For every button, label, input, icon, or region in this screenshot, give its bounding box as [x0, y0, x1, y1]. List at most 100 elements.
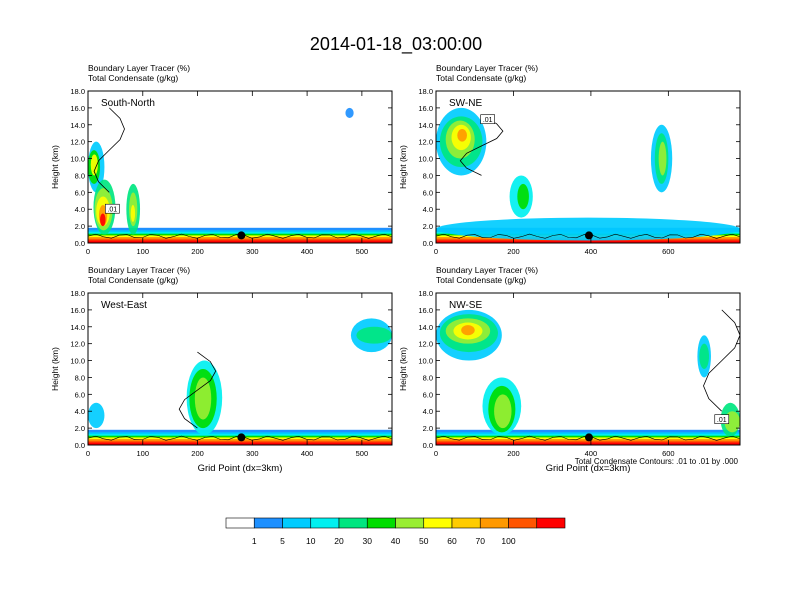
x-tick-label: 0: [86, 247, 90, 256]
colorbar-swatch: [366, 517, 396, 529]
y-tick-label: 6.0: [423, 390, 433, 399]
panel-label-condensate: Total Condensate (g/kg): [436, 73, 526, 83]
tracer-blob-11: [436, 217, 740, 241]
tracer-blob-1: [88, 402, 105, 429]
panel-direction-label: South-North: [101, 98, 155, 109]
x-axis-label: Grid Point (dx=3km): [546, 463, 631, 474]
tracer-blob-5: [461, 325, 475, 336]
tracer-blob-5: [457, 129, 467, 142]
tracer-blob-4: [194, 377, 212, 420]
plot-frame: [435, 292, 741, 446]
y-axis-label: Height (km): [398, 145, 408, 189]
y-axis-label: Height (km): [50, 145, 60, 189]
plot-area: [88, 293, 392, 445]
y-tick-label: 2.0: [75, 424, 85, 433]
y-tick-label: 12.0: [70, 340, 85, 349]
y-tick-label: 12.0: [418, 138, 433, 147]
x-tick-label: 0: [434, 449, 438, 458]
panels: .01 0.0 2.0 4.0 6.0 8.0 10.0 12.0 14.0 16.0 18.0 0 1…: [50, 63, 741, 474]
x-tick-label: 100: [137, 449, 150, 458]
y-tick-label: 0.0: [75, 441, 85, 450]
panel-label-condensate: Total Condensate (g/kg): [88, 73, 178, 83]
figure-title: 2014-01-18_03:00:00: [310, 34, 482, 55]
colorbar-swatch: [338, 517, 368, 529]
y-tick-label: 6.0: [423, 188, 433, 197]
y-tick-label: 16.0: [70, 306, 85, 315]
y-tick-label: 16.0: [70, 104, 85, 113]
panel-label-condensate: Total Condensate (g/kg): [436, 275, 526, 285]
condensate-contour: [178, 351, 217, 429]
y-tick-label: 10.0: [418, 357, 433, 366]
panel-west-east: 0.0 2.0 4.0 6.0 8.0 10.0 12.0 14.0 16.0 18.0 0 100 2…: [50, 265, 393, 474]
y-tick-label: 0.0: [423, 441, 433, 450]
location-marker: [584, 231, 593, 240]
colorbar-label: 70: [476, 536, 486, 546]
condensate-contour: [459, 115, 504, 176]
plot-area: [436, 91, 740, 243]
x-tick-label: 0: [86, 449, 90, 458]
x-tick-label: 400: [585, 449, 598, 458]
location-marker: [237, 433, 246, 442]
y-tick-label: 18.0: [418, 87, 433, 96]
plot-area: [436, 293, 740, 445]
contour-note: Total Condensate Contours: .01 to .01 by…: [575, 457, 739, 466]
x-tick-label: 0: [434, 247, 438, 256]
y-tick-label: 14.0: [418, 323, 433, 332]
colorbar-swatch: [225, 517, 255, 529]
tracer-blob-10: [699, 343, 710, 370]
colorbar-swatch: [310, 517, 340, 529]
y-tick-label: 8.0: [423, 373, 433, 382]
y-tick-label: 14.0: [70, 121, 85, 130]
panel-south-north: .01 0.0 2.0 4.0 6.0 8.0 10.0 12.0 14.0 16.0 18.0 0 1…: [50, 63, 393, 256]
plot-frame: [87, 292, 393, 446]
y-tick-label: 10.0: [70, 357, 85, 366]
colorbar-swatch: [536, 517, 566, 529]
y-tick-label: 10.0: [418, 155, 433, 164]
x-tick-label: 100: [137, 247, 150, 256]
contour-label-box: [714, 414, 730, 424]
y-tick-label: 18.0: [70, 87, 85, 96]
y-tick-label: 8.0: [75, 171, 85, 180]
panel-direction-label: NW-SE: [449, 300, 482, 311]
y-tick-label: 16.0: [418, 104, 433, 113]
x-tick-label: 300: [246, 247, 259, 256]
colorbar-swatch: [253, 517, 283, 529]
y-axis-label: Height (km): [398, 347, 408, 391]
x-tick-label: 400: [301, 247, 314, 256]
tracer-blob-11: [130, 205, 136, 222]
plot-background: [88, 293, 392, 445]
y-tick-label: 8.0: [423, 171, 433, 180]
y-tick-label: 4.0: [423, 407, 433, 416]
plot-frame: [87, 90, 393, 244]
y-tick-label: 4.0: [75, 205, 85, 214]
tracer-blob-8: [494, 394, 512, 429]
colorbar: 1 5 10 20 30 40 50 60 70 100: [225, 517, 566, 546]
panel-label-tracer: Boundary Layer Tracer (%): [88, 63, 190, 73]
x-axis-label: Grid Point (dx=3km): [198, 463, 283, 474]
y-tick-label: 14.0: [70, 323, 85, 332]
tracer-blob-10: [658, 141, 667, 176]
condensate-contour: [93, 107, 125, 193]
colorbar-swatch: [282, 517, 312, 529]
x-tick-label: 600: [662, 247, 675, 256]
y-axis-label: Height (km): [50, 347, 60, 391]
y-tick-label: 18.0: [418, 289, 433, 298]
colorbar-label: 5: [280, 536, 285, 546]
y-tick-label: 6.0: [75, 390, 85, 399]
contour-label: .01: [717, 417, 727, 424]
plot-frame: [435, 90, 741, 244]
contour-label-box: [105, 203, 120, 214]
x-tick-label: 200: [507, 449, 520, 458]
colorbar-label: 60: [447, 536, 457, 546]
y-tick-label: 0.0: [423, 239, 433, 248]
plot-area: [88, 91, 392, 243]
panel-label-tracer: Boundary Layer Tracer (%): [88, 265, 190, 275]
y-tick-label: 12.0: [70, 138, 85, 147]
x-tick-label: 200: [191, 247, 204, 256]
y-tick-label: 8.0: [75, 373, 85, 382]
colorbar-label: 20: [334, 536, 344, 546]
x-tick-label: 200: [191, 449, 204, 458]
colorbar-label: 10: [306, 536, 316, 546]
panel-label-condensate: Total Condensate (g/kg): [88, 275, 178, 285]
y-tick-label: 16.0: [418, 306, 433, 315]
